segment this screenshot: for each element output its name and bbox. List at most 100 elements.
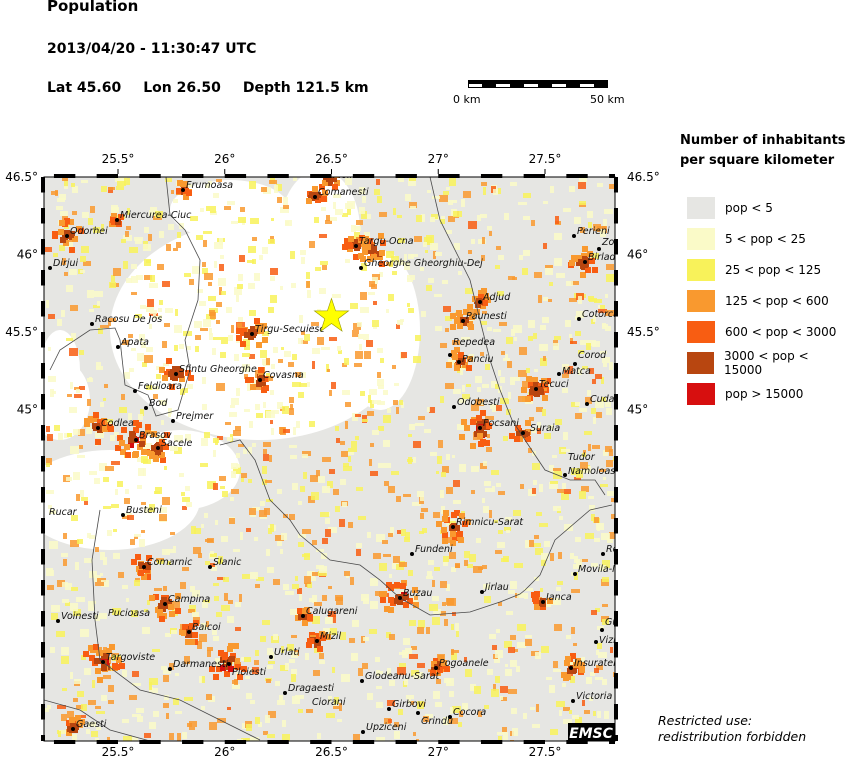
city-dot (101, 660, 105, 664)
legend-label: 25 < pop < 125 (725, 263, 822, 277)
city-label: Ploiesti (232, 667, 266, 678)
city-panciu: Panciu (457, 354, 493, 365)
lat-tick-label: 45° (627, 403, 648, 417)
city-label: Moinesti (333, 170, 373, 181)
city-label: Targu-Ocna (359, 236, 414, 247)
city-label: Slanic (213, 557, 242, 568)
lon-tick-label: 26.5° (315, 745, 348, 759)
event-depth: Depth 121.5 km (242, 80, 369, 96)
legend-label: pop > 15000 (725, 387, 804, 401)
event-lon: Lon 26.50 (143, 80, 221, 96)
city-label: Darmanesti (173, 659, 229, 670)
city-ploiesti: Ploiesti (227, 662, 266, 678)
city-dot (65, 234, 69, 238)
city-adjud: Adjud (478, 292, 511, 304)
legend-item: 5 < pop < 25 (687, 228, 806, 250)
city-label: Namoloasa (568, 466, 621, 477)
city-label: Repedea (453, 337, 495, 348)
event-datetime: 2013/04/20 - 11:30:47 UTC (47, 41, 257, 57)
scale-bar (468, 80, 608, 88)
city-dot (571, 699, 575, 703)
city-dot (398, 596, 402, 600)
city-dot (573, 362, 577, 366)
city-label: Adjud (482, 292, 511, 303)
city-label: Dirjui (53, 258, 79, 269)
city-label: Corod (578, 350, 607, 361)
city-dot (171, 419, 175, 423)
city-frumoasa: Frumoasa (181, 180, 233, 192)
usage-notice-line1: Restricted use: (658, 713, 753, 728)
city-jirlau: Jirlau (480, 582, 509, 594)
city-label: Covasna (263, 370, 304, 381)
city-dot (597, 247, 601, 251)
legend-swatch (687, 352, 714, 374)
city-label: Focsani (483, 418, 519, 429)
city-label: Urlati (274, 647, 300, 658)
city-slanic: Slanic (208, 557, 242, 569)
city-gaesti: Gaesti (71, 719, 107, 731)
city-label: Bod (149, 398, 168, 409)
city-label: Pogoanele (439, 658, 489, 669)
legend-title: Number of inhabitants per square kilomet… (680, 131, 846, 171)
city-dot (187, 630, 191, 634)
legend-swatch (687, 383, 715, 405)
city-gu: Gu (600, 617, 615, 632)
city-rucar: Rucar (49, 507, 78, 518)
city-label: Panciu (462, 354, 493, 365)
city-upziceni: Upziceni (361, 722, 407, 734)
lon-tick-label: 26° (214, 152, 235, 166)
legend-label: 3000 < pop < 15000 (723, 349, 809, 377)
city-tecuci: Tecuci (534, 379, 569, 391)
city-perieni: Perieni (572, 226, 610, 238)
lon-tick-label: 27.5° (529, 745, 562, 759)
city-dot (563, 473, 567, 477)
city-dot (583, 260, 587, 264)
city-dot (250, 332, 254, 336)
city-moinesti: Moinesti (333, 170, 373, 181)
city-dot (521, 431, 525, 435)
city-mizil: Mizil (315, 631, 341, 643)
emsc-logo (568, 723, 615, 741)
lon-tick-label: 25.5° (102, 745, 135, 759)
city-dot (71, 727, 75, 731)
city-fundeni: Fundeni (410, 544, 453, 556)
city-odorhei: Odorhei (65, 226, 108, 238)
county-border (91, 509, 261, 741)
lon-tick-label: 25.5° (102, 152, 135, 166)
city-dot (360, 679, 364, 683)
city-pucioasa: Pucioasa (108, 608, 150, 619)
city-label: Perieni (577, 226, 610, 237)
city-label: Viziru (599, 635, 626, 646)
city-calugareni: Calugareni (301, 606, 358, 618)
lat-tick-label: 45.5° (5, 325, 38, 339)
lat-tick-label: 45° (17, 403, 38, 417)
city-label: Odobesti (457, 397, 500, 408)
map-frame (41, 174, 618, 744)
city-campina: Campina (163, 594, 210, 606)
city-label: Mizil (320, 631, 341, 642)
city-sfintu-gheorghe: Sfintu Gheorghe (174, 364, 257, 376)
city-label: Baicoi (192, 622, 221, 633)
city-label: Rucar (49, 507, 78, 518)
city-busteni: Busteni (121, 505, 162, 517)
city-dot (115, 218, 119, 222)
legend-title-line1: Number of inhabitants (680, 133, 846, 148)
legend-item: 125 < pop < 600 (687, 290, 829, 312)
city-dot (594, 640, 598, 644)
city-dot (116, 345, 120, 349)
city-dot (181, 188, 185, 192)
axis-ticks: 25.5° 25.5° 26° 26° 26.5° 26.5° 27° 27° 27.5° 27.… (5, 152, 659, 759)
city-label: Cotorca (582, 309, 619, 320)
city-label: Feldioara (138, 381, 182, 392)
usage-notice: Restricted use: redistribution forbidden (658, 713, 806, 745)
city-dot (534, 387, 538, 391)
city-label: Jirlau (483, 582, 509, 593)
legend-swatch (687, 259, 715, 281)
city-label: Ianca (546, 592, 572, 603)
city-tirgu-secuiesc: Tirgu-Secuiesc (250, 324, 325, 336)
city-label: Victoria (576, 691, 612, 702)
city-dot (600, 628, 604, 632)
city-voinesti: Voinesti (56, 611, 99, 623)
city-label: Fundeni (415, 544, 453, 555)
city-label: Upziceni (366, 722, 407, 733)
